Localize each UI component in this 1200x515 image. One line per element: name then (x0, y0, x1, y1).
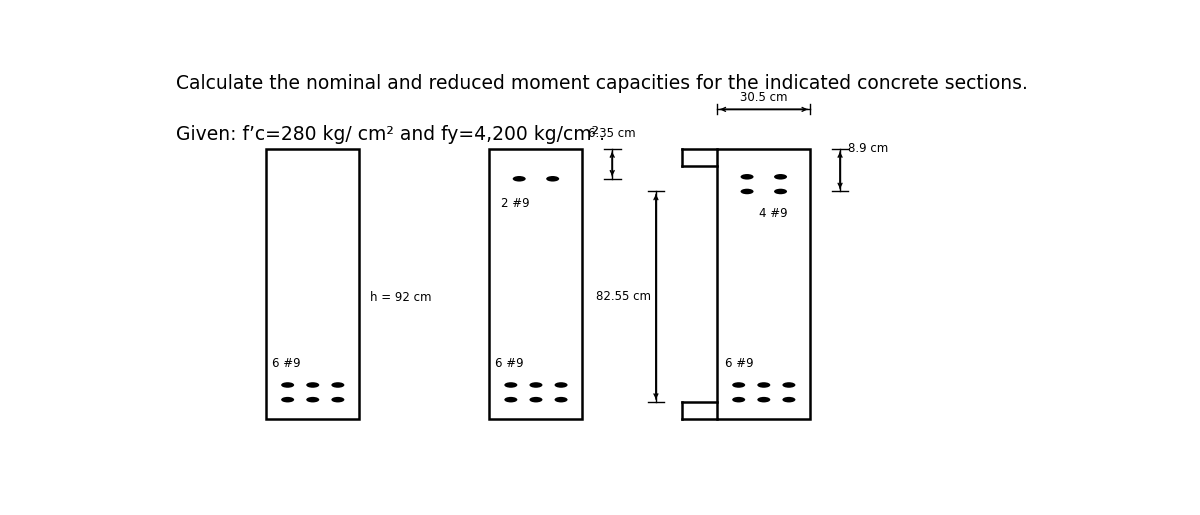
Circle shape (529, 382, 542, 388)
Bar (718, 149, 810, 419)
Text: Given: f’c=280 kg/ cm² and fy=4,200 kg/cm².: Given: f’c=280 kg/ cm² and fy=4,200 kg/c… (176, 125, 605, 144)
Circle shape (554, 397, 568, 402)
Circle shape (529, 397, 542, 402)
Circle shape (504, 382, 517, 388)
Circle shape (774, 188, 787, 194)
Circle shape (331, 382, 344, 388)
Circle shape (504, 397, 517, 402)
Circle shape (554, 382, 568, 388)
Circle shape (740, 174, 754, 180)
Circle shape (740, 188, 754, 194)
Text: 2 #9: 2 #9 (500, 197, 529, 210)
Circle shape (281, 382, 294, 388)
Bar (682, 149, 718, 166)
Text: 8.9 cm: 8.9 cm (847, 142, 888, 155)
Text: 82.55 cm: 82.55 cm (596, 290, 652, 303)
Circle shape (512, 176, 526, 182)
Text: 6 #9: 6 #9 (725, 357, 754, 370)
Text: 6 #9: 6 #9 (496, 357, 523, 370)
Text: Calculate the nominal and reduced moment capacities for the indicated concrete s: Calculate the nominal and reduced moment… (176, 74, 1028, 93)
Circle shape (782, 382, 796, 388)
Text: h = 92 cm: h = 92 cm (371, 291, 432, 304)
Circle shape (782, 397, 796, 402)
Text: 30.5 cm: 30.5 cm (740, 91, 787, 104)
Text: 4 #9: 4 #9 (760, 208, 787, 220)
Circle shape (732, 382, 745, 388)
Circle shape (331, 397, 344, 402)
Circle shape (306, 397, 319, 402)
Circle shape (774, 174, 787, 180)
Circle shape (306, 382, 319, 388)
Circle shape (757, 397, 770, 402)
Circle shape (546, 176, 559, 182)
Circle shape (757, 382, 770, 388)
Text: 6.35 cm: 6.35 cm (588, 127, 636, 140)
Text: 6 #9: 6 #9 (272, 357, 300, 370)
Bar (490, 149, 582, 419)
Bar (266, 149, 359, 419)
Circle shape (281, 397, 294, 402)
Circle shape (732, 397, 745, 402)
